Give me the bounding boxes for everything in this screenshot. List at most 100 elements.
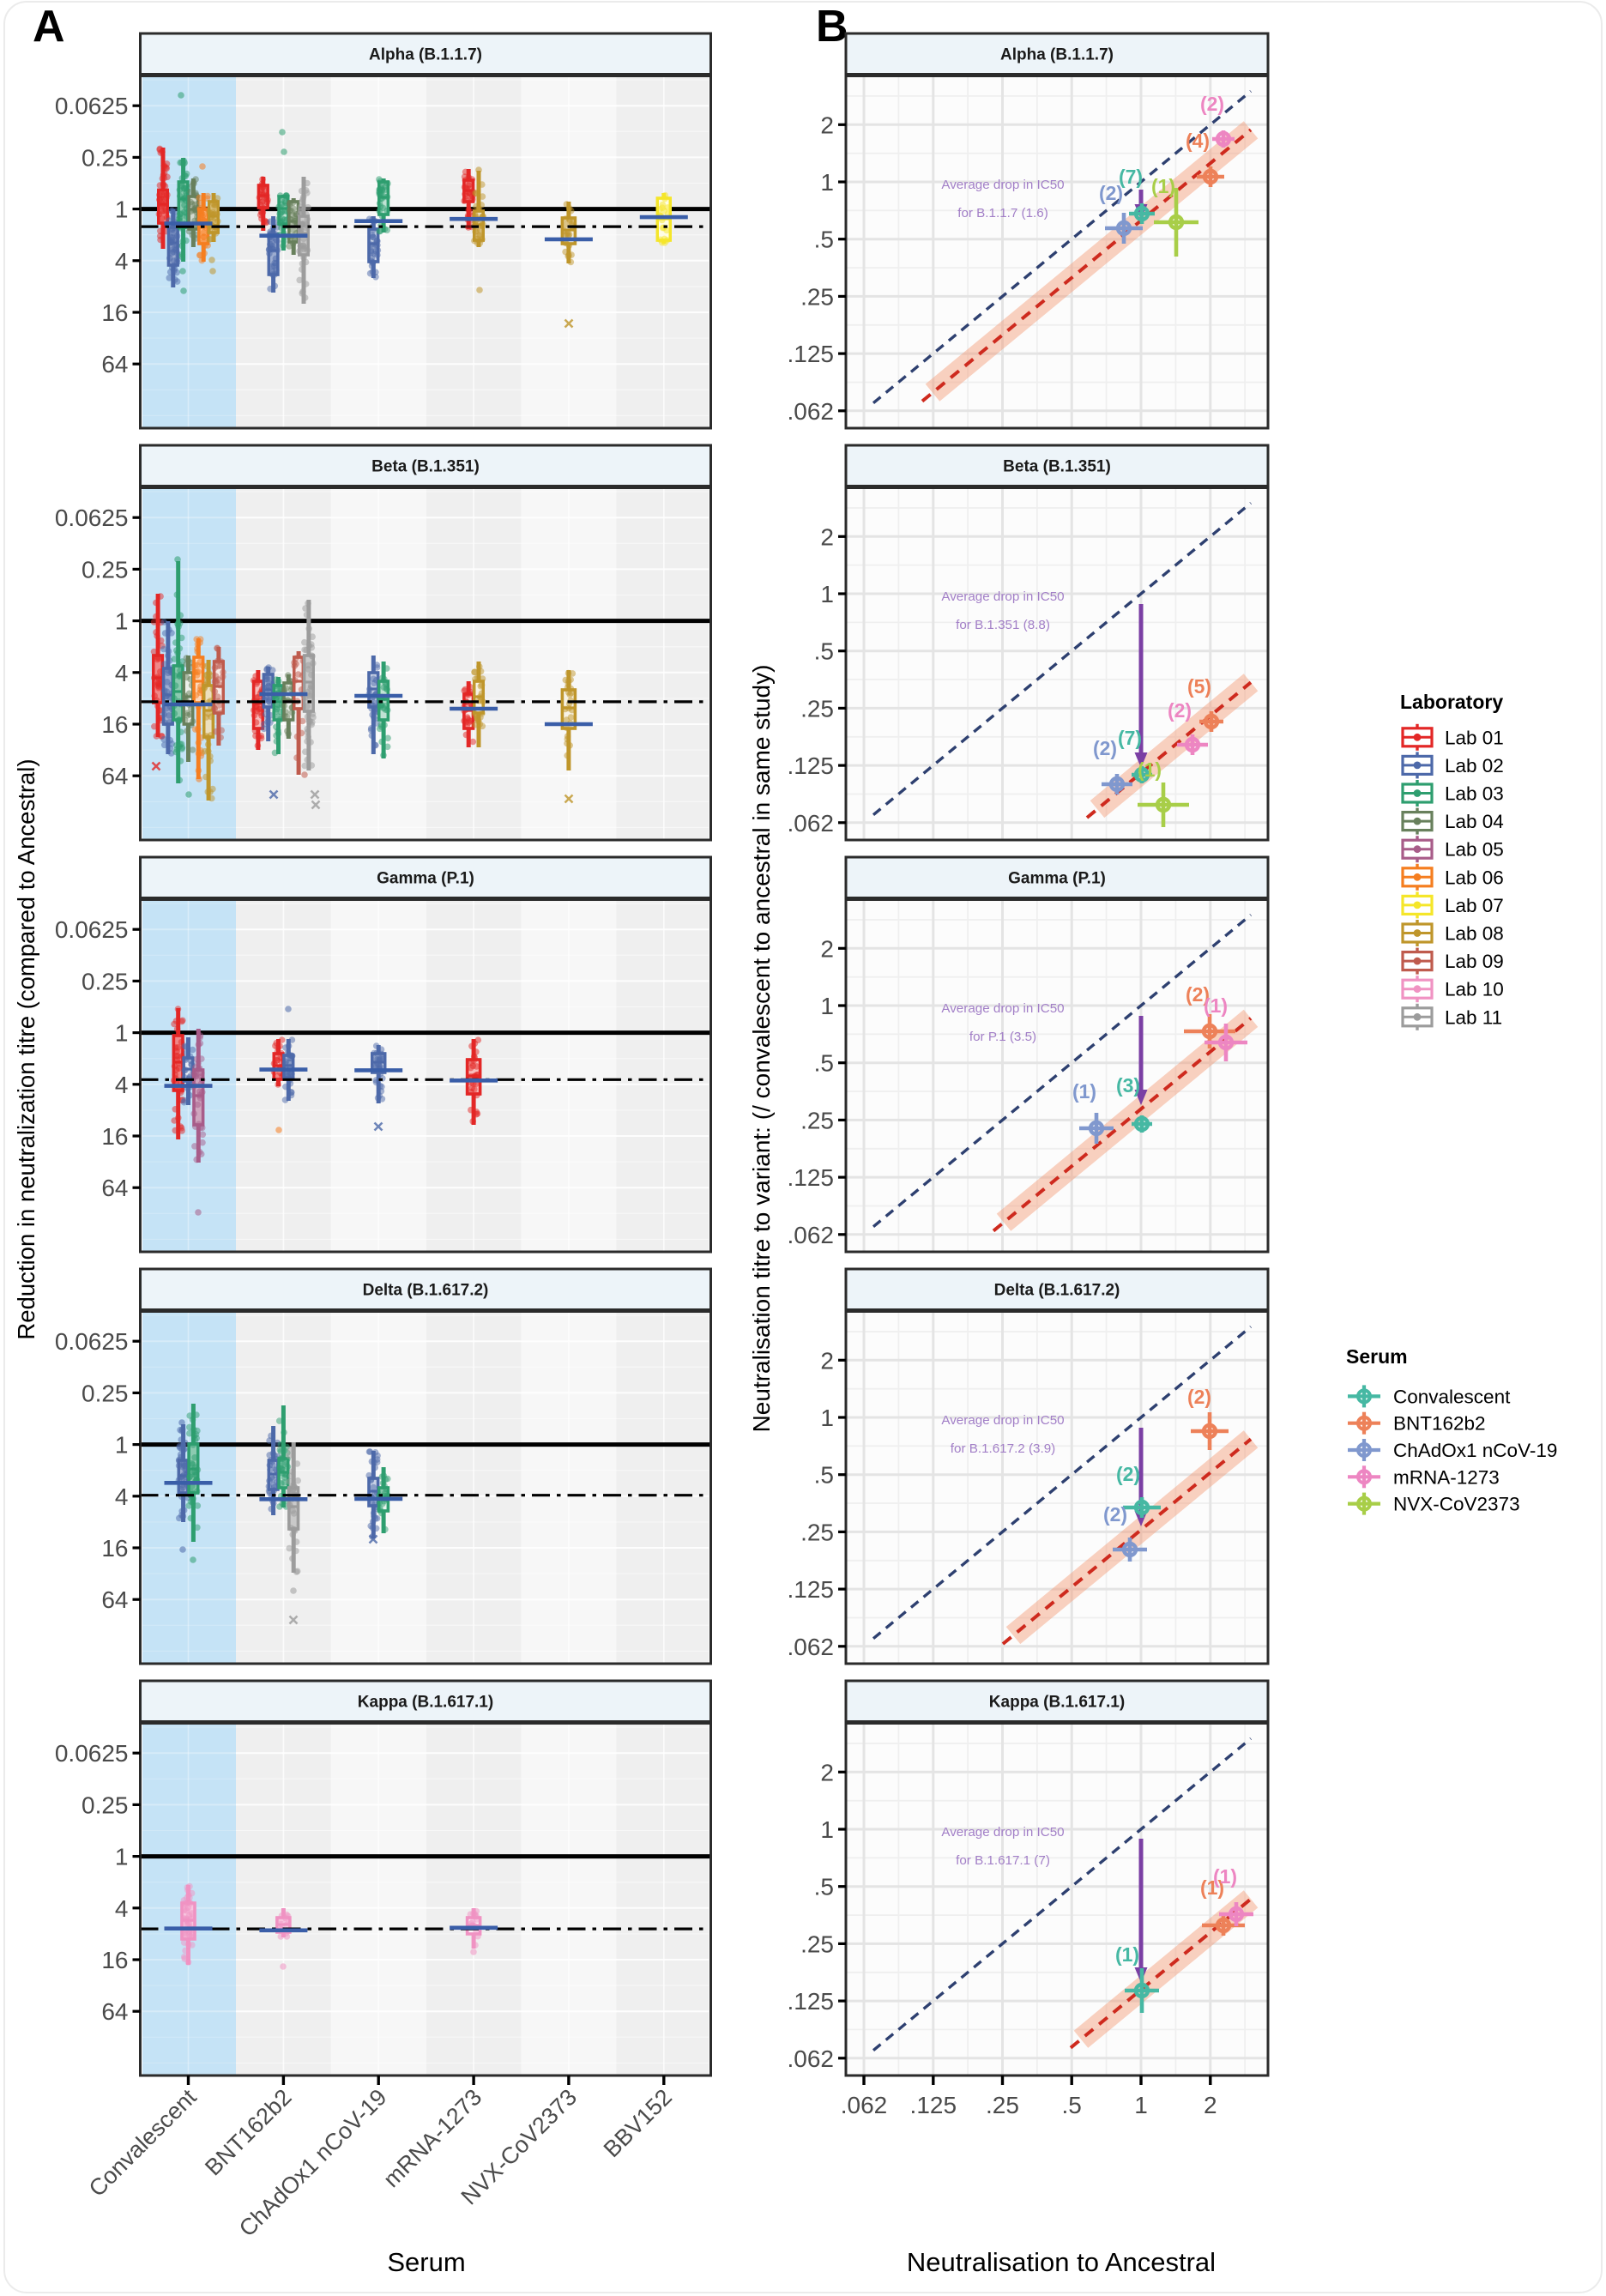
svg-text:16: 16 xyxy=(101,1947,128,1973)
svg-text:.25: .25 xyxy=(800,1107,834,1133)
svg-text:64: 64 xyxy=(101,1998,128,2025)
svg-text:2: 2 xyxy=(820,523,834,550)
svg-text:1: 1 xyxy=(115,608,129,635)
svg-text:Beta (B.1.351): Beta (B.1.351) xyxy=(371,458,480,476)
svg-text:.125: .125 xyxy=(788,1164,835,1191)
svg-text:.5: .5 xyxy=(814,1874,834,1900)
svg-text:for B.1.617.1 (7): for B.1.617.1 (7) xyxy=(956,1853,1050,1868)
svg-text:1: 1 xyxy=(820,993,834,1019)
svg-text:2: 2 xyxy=(820,1759,834,1785)
svg-text:2: 2 xyxy=(820,112,834,138)
svg-text:.5: .5 xyxy=(1062,2092,1082,2118)
svg-text:Delta (B.1.617.2): Delta (B.1.617.2) xyxy=(994,1282,1120,1300)
svg-text:.5: .5 xyxy=(814,638,834,665)
svg-text:64: 64 xyxy=(101,1586,128,1613)
svg-text:0.25: 0.25 xyxy=(82,968,129,994)
svg-text:(2): (2) xyxy=(1186,983,1210,1006)
svg-text:.25: .25 xyxy=(800,1930,834,1957)
svg-text:1: 1 xyxy=(820,1405,834,1431)
svg-text:.125: .125 xyxy=(788,1988,835,2015)
svg-text:Kappa (B.1.617.1): Kappa (B.1.617.1) xyxy=(989,1694,1125,1712)
svg-text:Alpha (B.1.1.7): Alpha (B.1.1.7) xyxy=(369,46,482,64)
svg-text:Neutralisation to Ancestral: Neutralisation to Ancestral xyxy=(907,2247,1216,2277)
svg-text:(1): (1) xyxy=(1115,1943,1139,1966)
svg-text:Average drop in IC50: Average drop in IC50 xyxy=(941,1001,1064,1016)
svg-text:.25: .25 xyxy=(800,1519,834,1545)
svg-text:.062: .062 xyxy=(788,1222,835,1248)
svg-text:.25: .25 xyxy=(800,283,834,310)
svg-text:(1): (1) xyxy=(1072,1080,1096,1103)
svg-text:64: 64 xyxy=(101,351,128,378)
svg-text:Average drop in IC50: Average drop in IC50 xyxy=(941,589,1064,604)
svg-text:2: 2 xyxy=(1204,2092,1217,2118)
svg-text:(1): (1) xyxy=(1200,1876,1224,1899)
svg-text:for B.1.351 (8.8): for B.1.351 (8.8) xyxy=(956,618,1050,632)
svg-text:.062: .062 xyxy=(841,2092,888,2118)
svg-text:Laboratory: Laboratory xyxy=(1400,691,1503,713)
svg-text:0.0625: 0.0625 xyxy=(55,916,129,943)
svg-text:Lab 07: Lab 07 xyxy=(1445,895,1504,916)
svg-text:.062: .062 xyxy=(788,398,835,425)
svg-text:1: 1 xyxy=(820,1816,834,1843)
svg-text:.25: .25 xyxy=(986,2092,1019,2118)
svg-text:Convalescent: Convalescent xyxy=(1393,1386,1511,1407)
svg-text:0.25: 0.25 xyxy=(82,1791,129,1818)
svg-text:.5: .5 xyxy=(814,1050,834,1077)
svg-text:4: 4 xyxy=(115,660,129,686)
svg-text:(7): (7) xyxy=(1119,166,1143,188)
svg-text:Lab 09: Lab 09 xyxy=(1445,951,1504,972)
svg-text:4: 4 xyxy=(115,1895,129,1922)
svg-text:2: 2 xyxy=(820,1347,834,1374)
svg-text:Alpha (B.1.1.7): Alpha (B.1.1.7) xyxy=(1000,46,1114,64)
svg-text:ChAdOx1 nCoV-19: ChAdOx1 nCoV-19 xyxy=(1393,1440,1557,1461)
svg-text:(5): (5) xyxy=(1187,675,1211,698)
svg-text:(3): (3) xyxy=(1116,1074,1140,1097)
svg-text:(2): (2) xyxy=(1103,1503,1127,1526)
svg-text:Average drop in IC50: Average drop in IC50 xyxy=(941,178,1064,192)
svg-text:(1): (1) xyxy=(1204,994,1228,1017)
svg-text:1: 1 xyxy=(820,581,834,607)
svg-text:(4): (4) xyxy=(1186,130,1210,152)
svg-text:Serum: Serum xyxy=(387,2247,465,2277)
svg-text:for B.1.1.7 (1.6): for B.1.1.7 (1.6) xyxy=(957,206,1048,221)
svg-text:Delta (B.1.617.2): Delta (B.1.617.2) xyxy=(363,1282,489,1300)
svg-text:.5: .5 xyxy=(814,227,834,253)
svg-text:0.25: 0.25 xyxy=(82,556,129,583)
svg-text:Lab 04: Lab 04 xyxy=(1445,811,1504,832)
svg-text:4: 4 xyxy=(115,1483,129,1510)
svg-text:1: 1 xyxy=(1134,2092,1148,2118)
svg-text:0.0625: 0.0625 xyxy=(55,93,129,119)
svg-text:Lab 05: Lab 05 xyxy=(1445,839,1504,861)
svg-text:Lab 03: Lab 03 xyxy=(1445,783,1504,805)
svg-text:0.0625: 0.0625 xyxy=(55,1740,129,1767)
svg-text:NVX-CoV2373: NVX-CoV2373 xyxy=(1393,1494,1520,1515)
svg-text:64: 64 xyxy=(101,763,128,789)
svg-text:.125: .125 xyxy=(788,1576,835,1603)
svg-text:Reduction in neutralization ti: Reduction in neutralization titre (compa… xyxy=(13,758,39,1339)
svg-text:(2): (2) xyxy=(1116,1463,1140,1485)
svg-text:Gamma (P.1): Gamma (P.1) xyxy=(1008,870,1106,888)
svg-text:(2): (2) xyxy=(1200,93,1224,115)
svg-text:1: 1 xyxy=(115,196,129,223)
svg-text:0.0625: 0.0625 xyxy=(55,1328,129,1355)
svg-text:Lab 01: Lab 01 xyxy=(1445,727,1504,748)
svg-text:.062: .062 xyxy=(788,810,835,837)
svg-text:for B.1.617.2 (3.9): for B.1.617.2 (3.9) xyxy=(951,1441,1055,1456)
svg-text:4: 4 xyxy=(115,1072,129,1098)
svg-text:16: 16 xyxy=(101,1535,128,1562)
svg-text:(2): (2) xyxy=(1093,737,1117,759)
svg-text:(1): (1) xyxy=(1213,1865,1237,1888)
svg-text:64: 64 xyxy=(101,1175,128,1201)
svg-text:1: 1 xyxy=(115,1432,129,1459)
svg-text:2: 2 xyxy=(820,935,834,962)
svg-text:Average drop in IC50: Average drop in IC50 xyxy=(941,1825,1064,1840)
svg-text:Neutralisation titre to varian: Neutralisation titre to variant: (/ conv… xyxy=(748,665,775,1433)
svg-text:.125: .125 xyxy=(788,752,835,779)
svg-text:(7): (7) xyxy=(1118,727,1142,749)
svg-text:Lab 11: Lab 11 xyxy=(1445,1006,1502,1028)
svg-text:16: 16 xyxy=(101,1123,128,1150)
svg-text:Lab 10: Lab 10 xyxy=(1445,979,1504,1000)
svg-text:(2): (2) xyxy=(1168,699,1192,722)
svg-text:.062: .062 xyxy=(788,2045,835,2072)
svg-text:16: 16 xyxy=(101,711,128,738)
